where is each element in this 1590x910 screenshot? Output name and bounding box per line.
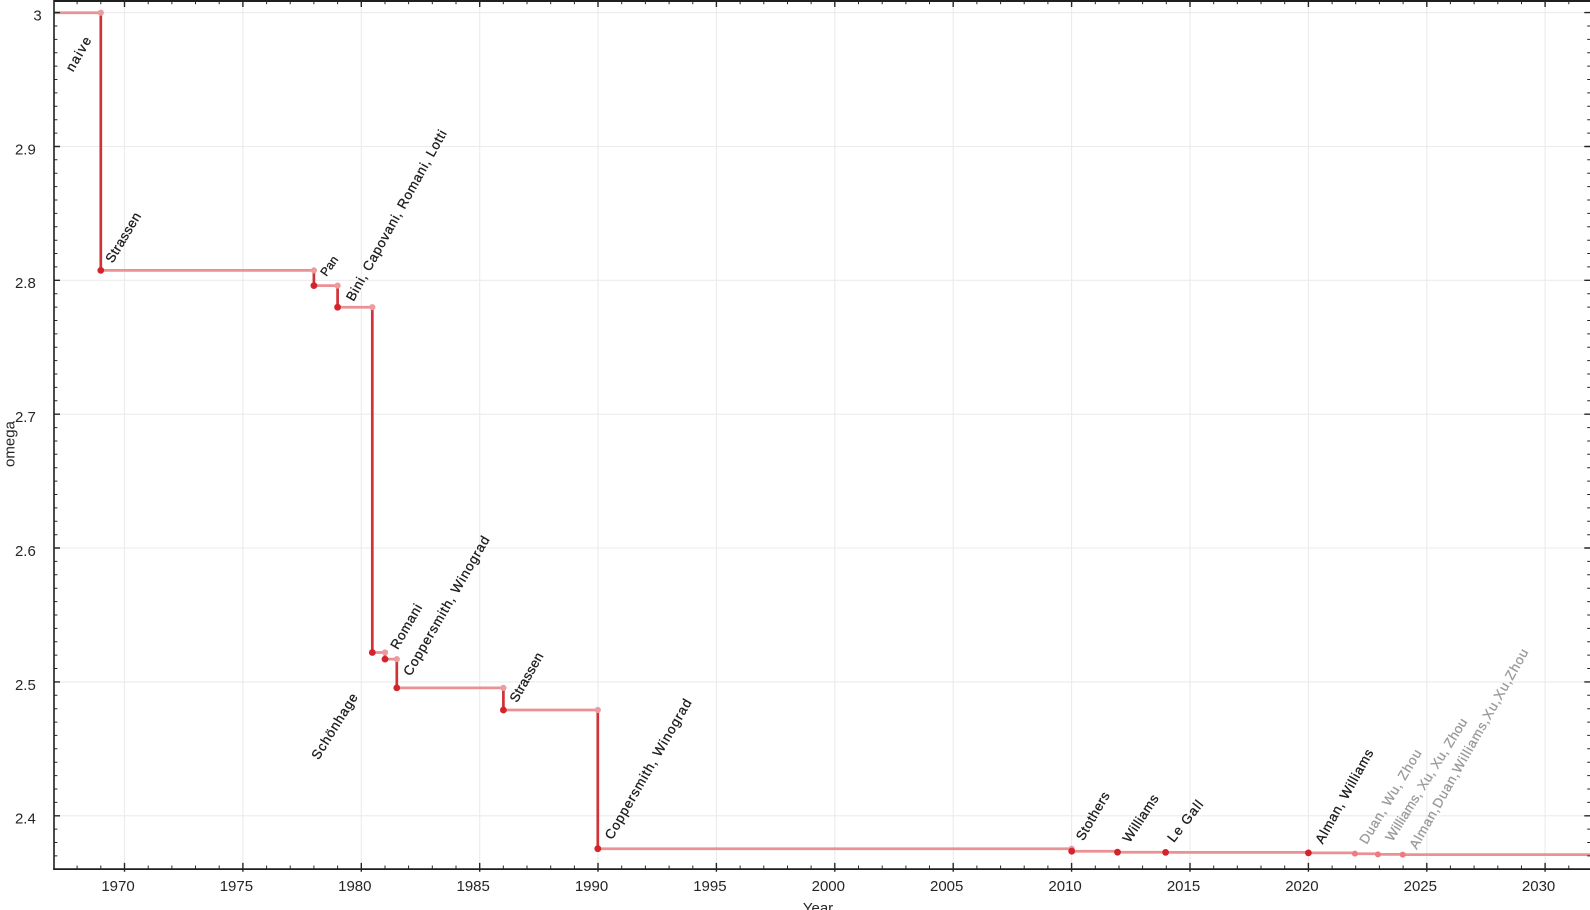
svg-text:2000: 2000 — [812, 878, 845, 895]
svg-text:1970: 1970 — [101, 878, 134, 895]
svg-text:1990: 1990 — [575, 878, 608, 895]
svg-text:omega: omega — [2, 420, 19, 467]
svg-text:2.7: 2.7 — [15, 409, 36, 426]
svg-text:2.5: 2.5 — [15, 677, 36, 694]
svg-text:3: 3 — [33, 8, 41, 25]
svg-text:2025: 2025 — [1404, 878, 1437, 895]
svg-text:2.4: 2.4 — [15, 811, 36, 828]
svg-text:Year: Year — [803, 900, 833, 910]
svg-text:1980: 1980 — [338, 878, 371, 895]
svg-text:2030: 2030 — [1522, 878, 1555, 895]
svg-text:2.8: 2.8 — [15, 275, 36, 292]
svg-text:2010: 2010 — [1048, 878, 1081, 895]
svg-text:2015: 2015 — [1167, 878, 1200, 895]
svg-text:1995: 1995 — [693, 878, 726, 895]
svg-text:1975: 1975 — [220, 878, 253, 895]
svg-text:2005: 2005 — [930, 878, 963, 895]
svg-text:2020: 2020 — [1285, 878, 1318, 895]
svg-text:2.9: 2.9 — [15, 141, 36, 158]
svg-text:2.6: 2.6 — [15, 543, 36, 560]
svg-text:1985: 1985 — [457, 878, 490, 895]
